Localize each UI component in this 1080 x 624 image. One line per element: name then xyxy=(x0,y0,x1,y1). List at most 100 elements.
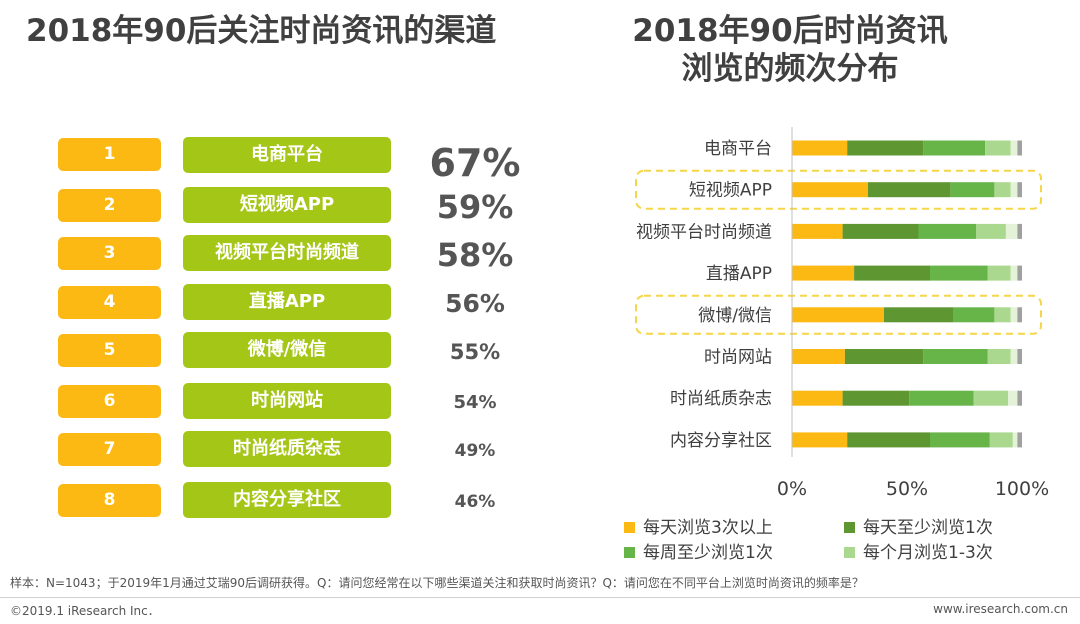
channel-percentage: 58% xyxy=(436,236,514,274)
bar-segment xyxy=(1017,223,1022,239)
bar-segment xyxy=(930,432,990,448)
bar-segment xyxy=(1010,182,1018,198)
rank-badge: 6 xyxy=(58,385,161,418)
bar-segment xyxy=(1017,307,1022,323)
category-label: 微博/微信 xyxy=(698,306,772,326)
bar-segment xyxy=(1017,432,1022,448)
bar-segment xyxy=(867,182,951,198)
category-label: 内容分享社区 xyxy=(670,431,772,451)
bar-segment xyxy=(1017,140,1022,156)
bar-segment xyxy=(1010,265,1018,281)
rank-badge: 7 xyxy=(58,433,161,466)
footer-divider xyxy=(0,597,1080,598)
left-title: 2018年90后关注时尚资讯的渠道 xyxy=(26,13,497,49)
bar-segment xyxy=(973,390,1009,406)
channel-percentage: 49% xyxy=(454,441,496,461)
x-tick-label: 0% xyxy=(777,478,807,500)
legend-swatch xyxy=(624,522,635,533)
channel-name: 时尚网站 xyxy=(183,383,391,419)
channel-percentage: 55% xyxy=(449,340,501,364)
category-label: 直播APP xyxy=(706,264,772,284)
right-title-line2: 浏览的频次分布 xyxy=(681,51,899,87)
bar-segment xyxy=(985,140,1011,156)
highlight-box xyxy=(635,294,1042,335)
website: www.iresearch.com.cn xyxy=(933,602,1068,616)
legend-label: 每个月浏览1-3次 xyxy=(863,543,993,563)
legend-swatch xyxy=(624,547,635,558)
x-tick-label: 50% xyxy=(886,478,928,500)
bar-segment xyxy=(918,223,976,239)
right-title: 2018年90后时尚资讯 浏览的频次分布 xyxy=(560,12,1020,88)
bar-segment xyxy=(1005,223,1018,239)
bar-segment xyxy=(909,390,974,406)
bar-segment xyxy=(792,432,848,448)
bar-segment xyxy=(994,307,1011,323)
bar-segment xyxy=(1008,390,1018,406)
bar-segment xyxy=(950,182,995,198)
bar-segment xyxy=(792,265,855,281)
rank-badge: 5 xyxy=(58,334,161,367)
channel-name: 时尚纸质杂志 xyxy=(183,431,391,467)
bar-segment xyxy=(792,390,843,406)
bar-segment xyxy=(930,265,988,281)
x-tick-label: 100% xyxy=(995,478,1049,500)
footnote: 样本：N=1043；于2019年1月通过艾瑞90后调研获得。Q：请问您经常在以下… xyxy=(10,576,864,590)
bar-segment xyxy=(1017,349,1022,364)
bar-segment xyxy=(994,182,1011,198)
channel-percentage: 46% xyxy=(454,492,496,512)
bar-segment xyxy=(923,140,986,156)
channel-percentage: 59% xyxy=(436,188,514,226)
bar-segment xyxy=(792,223,843,239)
bar-segment xyxy=(842,390,910,406)
bar-segment xyxy=(854,265,930,281)
legend-swatch xyxy=(844,522,855,533)
channel-percentage: 56% xyxy=(445,289,505,318)
bar-segment xyxy=(844,349,924,364)
bar-segment xyxy=(792,349,845,364)
bar-segment xyxy=(842,223,919,239)
bar-segment xyxy=(847,140,924,156)
bar-segment xyxy=(792,140,848,156)
channel-name: 视频平台时尚频道 xyxy=(183,235,391,271)
bar-segment xyxy=(1017,265,1022,281)
category-label: 时尚网站 xyxy=(704,348,772,368)
channel-name: 短视频APP xyxy=(183,187,391,223)
category-label: 短视频APP xyxy=(689,181,772,201)
category-label: 电商平台 xyxy=(704,139,772,159)
right-title-line1: 2018年90后时尚资讯 xyxy=(632,13,948,49)
copyright: ©2019.1 iResearch Inc． xyxy=(10,604,160,618)
rank-badge: 8 xyxy=(58,484,161,517)
bar-segment xyxy=(987,265,1011,281)
rank-badge: 2 xyxy=(58,189,161,222)
channel-name: 微博/微信 xyxy=(183,332,391,368)
legend-label: 每天浏览3次以上 xyxy=(643,518,773,538)
category-label: 时尚纸质杂志 xyxy=(670,389,772,409)
bar-segment xyxy=(976,223,1006,239)
bar-segment xyxy=(923,349,988,364)
channel-percentage: 54% xyxy=(453,392,497,413)
bar-segment xyxy=(792,307,884,323)
legend-label: 每天至少浏览1次 xyxy=(863,518,993,538)
rank-badge: 4 xyxy=(58,286,161,319)
bar-segment xyxy=(1017,390,1022,406)
bar-segment xyxy=(1017,182,1022,198)
bar-segment xyxy=(989,432,1013,448)
bar-segment xyxy=(884,307,953,323)
bar-segment xyxy=(1010,307,1018,323)
channel-name: 电商平台 xyxy=(183,137,391,173)
category-label: 视频平台时尚频道 xyxy=(636,222,772,242)
bar-segment xyxy=(792,182,868,198)
bar-segment xyxy=(1010,349,1018,364)
highlight-box xyxy=(635,169,1042,210)
bar-segment xyxy=(1012,432,1018,448)
channel-name: 内容分享社区 xyxy=(183,482,391,518)
channel-percentage: 67% xyxy=(429,141,521,185)
rank-badge: 3 xyxy=(58,237,161,270)
legend-label: 每周至少浏览1次 xyxy=(643,543,773,563)
rank-badge: 1 xyxy=(58,138,161,171)
bar-segment xyxy=(1010,140,1018,156)
legend-swatch xyxy=(844,547,855,558)
bar-segment xyxy=(953,307,995,323)
bar-segment xyxy=(847,432,930,448)
